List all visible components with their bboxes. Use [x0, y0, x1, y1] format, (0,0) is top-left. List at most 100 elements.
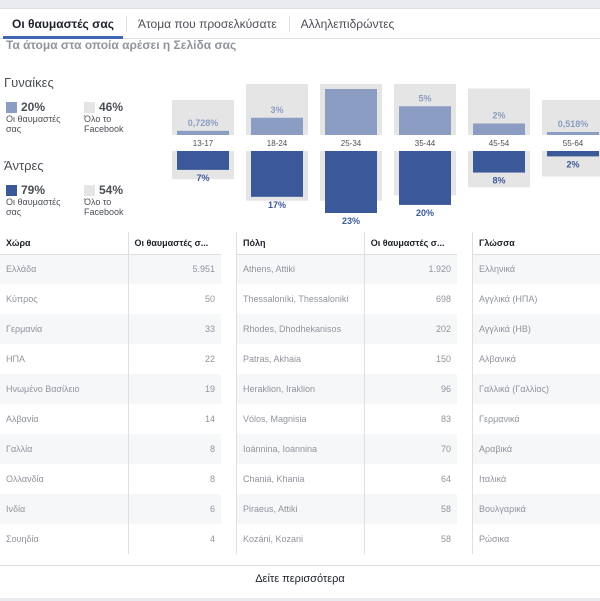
city-name-cell: Rhodes, Dhodhekanisos	[236, 314, 365, 344]
country-fans-cell: 6	[127, 494, 221, 524]
city-fans-cell: 58	[363, 524, 457, 554]
men-fb-stat: 54% Όλο το Facebook	[84, 183, 164, 217]
women-bar[interactable]	[251, 117, 303, 135]
women-bar[interactable]	[325, 89, 377, 135]
table-row: Βουλγαρικά	[472, 494, 600, 524]
table-row: Ηνωμένο Βασίλειο 19	[0, 374, 221, 404]
men-value-label: 7%	[196, 173, 209, 183]
table-row: Heraklion, Iraklion 96	[236, 374, 457, 404]
men-fans-pct: 79%	[21, 183, 46, 197]
men-fb-pct: 54%	[99, 183, 124, 197]
women-fb-stat: 46% Όλο το Facebook	[84, 100, 164, 134]
women-bar[interactable]	[399, 106, 451, 135]
country-name-cell: Κύπρος	[6, 294, 38, 304]
men-bar[interactable]	[177, 151, 229, 170]
language-header[interactable]: Γλώσσα	[472, 232, 600, 255]
city-fans-cell: 70	[363, 434, 457, 464]
city-name-cell: Vólos, Magnisia	[236, 404, 365, 434]
table-row: Αραβικά	[472, 434, 600, 464]
men-bar[interactable]	[325, 151, 377, 213]
table-row: Chaniá, Khania 64	[236, 464, 457, 494]
country-fans-header[interactable]: Οι θαυμαστές σ...	[127, 232, 221, 255]
men-value-label: 20%	[416, 208, 434, 218]
age-axis-band	[160, 135, 600, 151]
women-bar[interactable]	[177, 130, 229, 135]
women-value-label: 0,518%	[558, 119, 589, 129]
table-row: Piraeus, Attiki 58	[236, 494, 457, 524]
language-name-cell: Αραβικά	[472, 434, 600, 464]
men-bar[interactable]	[547, 151, 599, 157]
country-name-cell: Ολλανδία	[6, 474, 44, 484]
country-header[interactable]: Χώρα	[0, 232, 128, 255]
facebook-swatch	[84, 101, 95, 113]
men-swatch	[6, 184, 17, 196]
age-gender-chart: 0,728% 7% 3% 17% 8% 23% 5% 20% 2% 8% 0,518% 2% 13-17…	[160, 84, 600, 226]
table-row: Ρώσικα	[472, 524, 600, 554]
men-title: Άντρες	[4, 158, 44, 173]
table-row: Ιταλικά	[472, 464, 600, 494]
city-name-cell: Athens, Attiki	[236, 254, 365, 284]
city-name-cell: Chaniá, Khania	[236, 464, 365, 494]
city-name-cell: Ioánnina, Ioannina	[236, 434, 365, 464]
women-fb-label: Όλο το Facebook	[84, 114, 124, 134]
tab-your-fans[interactable]: Οι θαυμαστές σας	[0, 9, 126, 39]
table-row: ΗΠΑ 22	[0, 344, 221, 374]
country-fans-cell: 14	[127, 404, 221, 434]
women-swatch	[6, 101, 17, 113]
city-name-cell: Kozáni, Kozani	[236, 524, 365, 554]
men-fans-stat: 79% Οι θαυμαστές σας	[6, 183, 86, 217]
language-name-cell: Γερμανικά	[472, 404, 600, 434]
country-name-cell: Σουηδία	[6, 534, 39, 544]
age-tick-label: 55-64	[563, 139, 584, 148]
table-row: Γερμανία 33	[0, 314, 221, 344]
age-tick-label: 35-44	[415, 139, 436, 148]
country-fans-cell: 5.951	[127, 254, 221, 284]
table-row: Rhodes, Dhodhekanisos 202	[236, 314, 457, 344]
table-row: Αλβανία 14	[0, 404, 221, 434]
women-value-label: 3%	[270, 105, 283, 115]
age-tick-label: 45-54	[489, 139, 510, 148]
city-fans-header[interactable]: Οι θαυμαστές σ...	[363, 232, 457, 255]
men-bar[interactable]	[473, 151, 525, 173]
city-fans-cell: 83	[363, 404, 457, 434]
city-name-cell: Patras, Akhaia	[236, 344, 365, 374]
language-name-cell: Ιταλικά	[472, 464, 600, 494]
city-fans-cell: 150	[363, 344, 457, 374]
age-tick-label: 13-17	[193, 139, 214, 148]
city-header[interactable]: Πόλη	[236, 232, 365, 255]
city-name-cell: Heraklion, Iraklion	[236, 374, 365, 404]
country-fans-cell: 19	[127, 374, 221, 404]
country-name-cell: Αλβανία	[6, 414, 39, 424]
table-row: Αγγλικά (ΗΒ)	[472, 314, 600, 344]
country-fans-cell: 22	[127, 344, 221, 374]
country-table: Χώρα Οι θαυμαστές σ... Ελλάδα 5.951 Κύπρος…	[0, 232, 221, 554]
men-fb-label: Όλο το Facebook	[84, 197, 124, 217]
men-bar[interactable]	[251, 151, 303, 197]
men-bar[interactable]	[399, 151, 451, 205]
table-row: Γαλλικά (Γαλλίας)	[472, 374, 600, 404]
country-fans-cell: 50	[127, 284, 221, 314]
women-fb-pct: 46%	[99, 100, 124, 114]
table-row: Ολλανδία 8	[0, 464, 221, 494]
see-more-link[interactable]: Δείτε περισσότερα	[0, 565, 600, 591]
table-row: Αλβανικά	[472, 344, 600, 374]
tab-people-engaged[interactable]: Αλληλεπιδρώντες	[288, 9, 407, 38]
country-name-cell: Γερμανία	[0, 314, 128, 344]
women-bar[interactable]	[547, 132, 599, 135]
table-row: Ελλάδα 5.951	[0, 254, 221, 284]
language-name-cell: Γαλλικά (Γαλλίας)	[472, 374, 600, 404]
women-value-label: 5%	[418, 93, 431, 103]
language-name-cell: Αλβανικά	[472, 344, 600, 374]
men-fans-label: Οι θαυμαστές σας	[6, 197, 61, 217]
women-fans-label: Οι θαυμαστές σας	[6, 114, 61, 134]
country-name-cell: Ηνωμένο Βασίλειο	[0, 374, 128, 404]
language-name-cell: Αγγλικά (ΗΒ)	[472, 314, 600, 344]
tab-people-reached[interactable]: Άτομα που προσελκύσατε	[125, 9, 289, 38]
table-row: Γαλλία 8	[0, 434, 221, 464]
language-name-cell: Βουλγαρικά	[472, 494, 600, 524]
women-bar[interactable]	[473, 123, 525, 136]
women-fans-stat: 20% Οι θαυμαστές σας	[6, 100, 86, 134]
city-fans-cell: 58	[363, 494, 457, 524]
age-tick-label: 25-34	[341, 139, 362, 148]
table-row: Patras, Akhaia 150	[236, 344, 457, 374]
